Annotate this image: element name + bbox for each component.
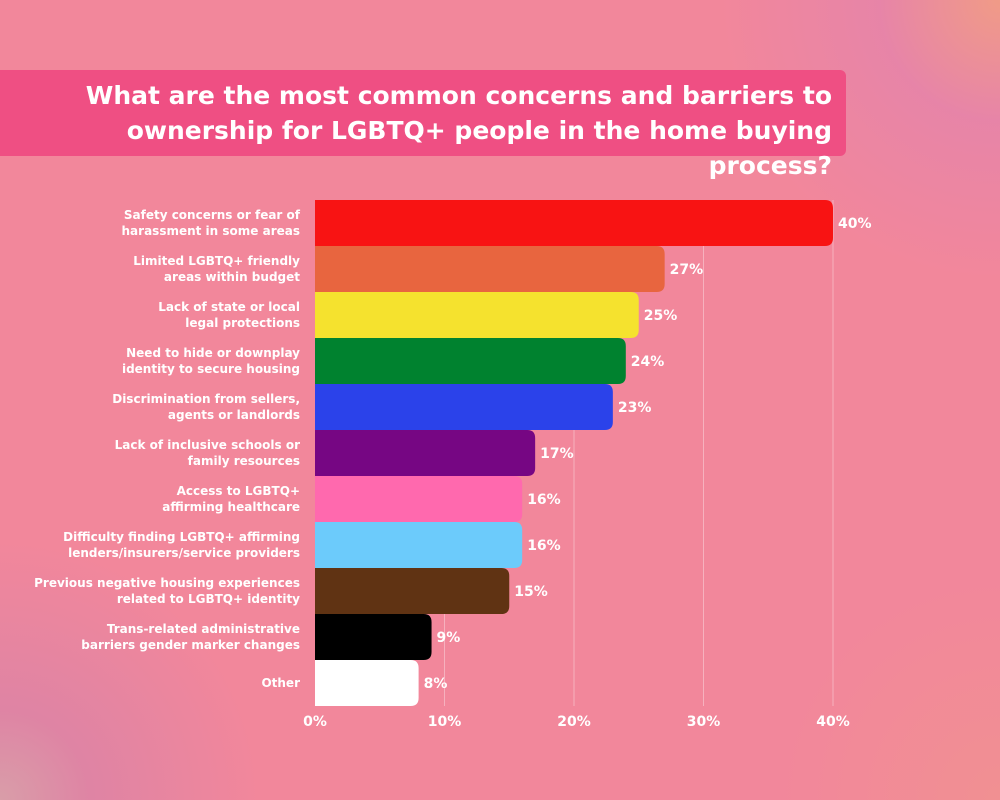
category-label-line: areas within budget xyxy=(164,270,300,284)
data-label: 16% xyxy=(527,538,561,554)
bar xyxy=(315,660,419,706)
bar xyxy=(315,614,432,660)
x-tick-label: 0% xyxy=(303,714,327,730)
category-label-line: identity to secure housing xyxy=(122,362,300,376)
data-label: 15% xyxy=(514,584,548,600)
data-label: 27% xyxy=(670,262,704,278)
category-label: Access to LGBTQ+ affirming healthcare xyxy=(162,484,300,514)
x-tick-label: 10% xyxy=(428,714,462,730)
bar xyxy=(315,430,536,476)
category-label-line: agents or landlords xyxy=(168,408,300,422)
data-label: 9% xyxy=(437,630,461,646)
bar xyxy=(315,246,665,292)
data-label: 16% xyxy=(527,492,561,508)
category-label-line: Safety concerns or fear of xyxy=(124,208,301,222)
data-label: 17% xyxy=(540,446,574,462)
category-label-line: related to LGBTQ+ identity xyxy=(117,592,300,606)
category-label-line: Need to hide or downplay xyxy=(126,346,300,360)
bar xyxy=(315,476,523,522)
category-label: Other xyxy=(261,676,300,690)
category-label-line: Discrimination from sellers, xyxy=(112,392,300,406)
category-label-line: Trans-related administrative xyxy=(107,622,300,636)
category-label-line: lenders/insurers/service providers xyxy=(68,546,300,560)
category-label: Limited LGBTQ+ friendly areas within budg… xyxy=(133,254,300,284)
bar xyxy=(315,384,613,430)
x-tick-label: 30% xyxy=(687,714,721,730)
category-label-line: barriers gender marker changes xyxy=(81,638,300,652)
category-label: Need to hide or downplay identity to secu… xyxy=(122,346,300,376)
category-label: Difficulty finding LGBTQ+ affirming lende… xyxy=(63,530,300,560)
category-label-line: Previous negative housing experiences xyxy=(34,576,300,590)
category-label: Lack of inclusive schools or family resou… xyxy=(115,438,300,468)
bar xyxy=(315,200,833,246)
category-label-line: Access to LGBTQ+ xyxy=(177,484,300,498)
category-label-line: Difficulty finding LGBTQ+ affirming xyxy=(63,530,300,544)
data-label: 8% xyxy=(424,676,448,692)
category-label-line: family resources xyxy=(188,454,300,468)
category-label: Safety concerns or fear of harassment in … xyxy=(122,208,301,238)
category-label: Lack of state or local legal protections xyxy=(158,300,300,330)
data-label: 40% xyxy=(838,216,872,232)
category-label-line: affirming healthcare xyxy=(162,500,300,514)
data-label: 23% xyxy=(618,400,652,416)
category-label-line: Limited LGBTQ+ friendly xyxy=(133,254,300,268)
bar xyxy=(315,522,523,568)
category-label-line: legal protections xyxy=(185,316,300,330)
bar xyxy=(315,292,639,338)
category-label: Previous negative housing experiences rel… xyxy=(34,576,300,606)
title-banner: What are the most common concerns and ba… xyxy=(0,70,846,180)
category-label: Trans-related administrative barriers gen… xyxy=(81,622,300,652)
x-tick-label: 40% xyxy=(816,714,850,730)
category-label-line: Lack of state or local xyxy=(158,300,300,314)
category-label-line: Other xyxy=(261,676,300,690)
category-label-line: harassment in some areas xyxy=(122,224,300,238)
data-label: 25% xyxy=(644,308,678,324)
x-tick-label: 20% xyxy=(557,714,591,730)
category-label-line: Lack of inclusive schools or xyxy=(115,438,300,452)
bar xyxy=(315,338,626,384)
bar xyxy=(315,568,510,614)
chart-title: What are the most common concerns and ba… xyxy=(85,81,832,180)
data-label: 24% xyxy=(631,354,665,370)
category-label: Discrimination from sellers, agents or la… xyxy=(112,392,300,422)
